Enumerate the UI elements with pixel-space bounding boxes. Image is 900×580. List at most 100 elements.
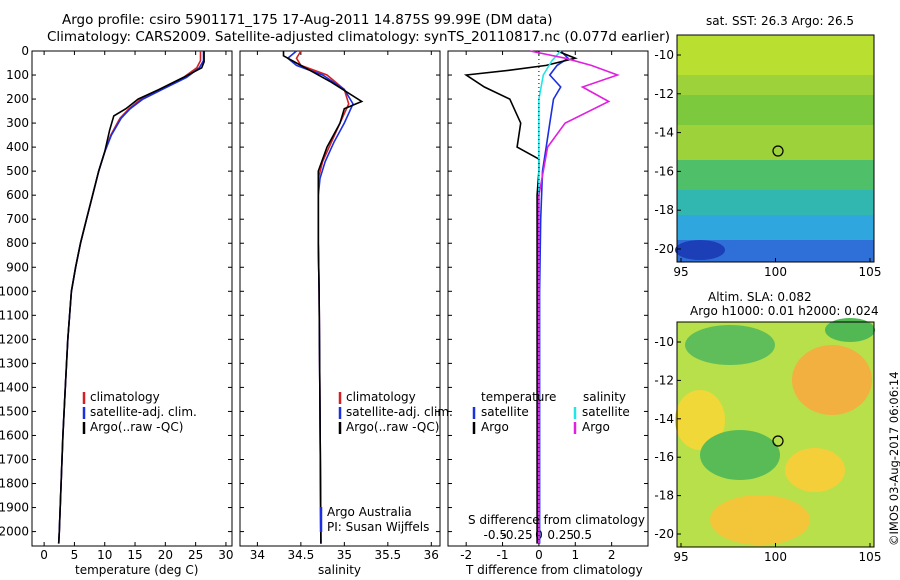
- depth-tick-label: 200: [6, 92, 29, 106]
- sst-map-band-4: [677, 190, 874, 215]
- sla-map-low-1: [685, 325, 775, 365]
- sst-map-ytick-label: -18: [654, 203, 674, 217]
- salinity-xtick-label: 34.5: [288, 548, 315, 562]
- sst-map-cold-patch: [675, 240, 725, 260]
- depth-tick-label: 1100: [0, 308, 29, 322]
- d-legend-t-argo: Argo: [481, 420, 509, 434]
- sla-map-ytick-label: -12: [654, 373, 674, 387]
- depth-tick-label: 300: [6, 116, 29, 130]
- d-legend-t-satellite: satellite: [481, 405, 529, 419]
- temperature-series-argo-raw-qc-: [57, 51, 205, 544]
- difference-series-s-argo: [530, 50, 620, 544]
- salinity-xtick-label: 35.5: [374, 548, 401, 562]
- sst-map-xtick-label: 105: [859, 265, 882, 279]
- depth-tick-label: 1500: [0, 404, 29, 418]
- difference-xtick-label: -1: [497, 548, 509, 562]
- temperature-xlabel: temperature (deg C): [75, 563, 199, 577]
- difference-frame: [447, 50, 649, 547]
- temperature-series-climatology: [57, 51, 202, 544]
- salinity-xtick-label: 36: [424, 548, 439, 562]
- depth-tick-label: 600: [6, 188, 29, 202]
- depth-tick-label: 1300: [0, 356, 29, 370]
- depth-tick-label: 1400: [0, 380, 29, 394]
- sla-map-ytick-label: -20: [654, 527, 674, 541]
- temperature-xtick-label: 0: [40, 548, 48, 562]
- difference-xtick-label: 1: [571, 548, 579, 562]
- difference-xtick-label: 2: [608, 548, 616, 562]
- d-legend-title-salinity: salinity: [583, 390, 627, 404]
- depth-tick-label: 400: [6, 140, 29, 154]
- depth-tick-label: 1900: [0, 501, 29, 515]
- sla-map-high-2: [710, 495, 810, 545]
- sst-map-ytick-label: -20: [654, 242, 674, 256]
- sst-argo-marker: [772, 145, 784, 157]
- sla-map-xtick-label: 105: [859, 550, 882, 564]
- sst-map: [675, 34, 875, 263]
- sla-map-xtick-label: 95: [673, 550, 688, 564]
- depth-tick-label: 100: [6, 68, 29, 82]
- depth-tick-label: 1200: [0, 332, 29, 346]
- salinity-series-argo-raw-qc-: [282, 51, 364, 544]
- depth-tick-label: 0: [21, 44, 29, 58]
- sla-map-ytick-label: -10: [654, 335, 674, 349]
- temperature-xtick-label: 20: [158, 548, 173, 562]
- sla-map-low-3: [825, 318, 875, 342]
- depth-tick-label: 1000: [0, 284, 29, 298]
- d-legend-s-argo: Argo: [582, 420, 610, 434]
- sla-map-high-1: [792, 345, 872, 415]
- depth-tick-label: 1700: [0, 452, 29, 466]
- sla-map-high-3: [675, 390, 725, 450]
- depth-tick-label: 500: [6, 164, 29, 178]
- temperature-frame: [31, 50, 233, 547]
- sla-map-title: Altim. SLA: 0.082: [708, 290, 812, 304]
- d-legend-title-temperature: temperature: [481, 390, 557, 404]
- sdiff-tick-label: -0.5: [484, 528, 507, 542]
- pi-label: PI: Susan Wijffels: [327, 520, 430, 534]
- sst-map-xtick-label: 100: [764, 265, 787, 279]
- t-legend-satellite: satellite-adj. clim.: [90, 405, 197, 419]
- sst-map-xtick-label: 95: [673, 265, 688, 279]
- sla-map-ytick-label: -18: [654, 489, 674, 503]
- argo-australia-label: Argo Australia: [327, 505, 412, 519]
- header-line-1: Argo profile: csiro 5901171_175 17-Aug-2…: [62, 12, 553, 28]
- s-legend-satellite: satellite-adj. clim.: [346, 405, 453, 419]
- t-legend-argo: Argo(..raw -QC): [90, 420, 184, 434]
- temperature-xtick-label: 15: [127, 548, 142, 562]
- difference-xtick-label: 0: [535, 548, 543, 562]
- difference-series-t-satellite: [538, 50, 570, 544]
- sla-map-low-2: [700, 430, 780, 480]
- sst-map-band-3: [677, 160, 874, 190]
- difference-xtick-label: -2: [460, 548, 472, 562]
- sst-map-ytick-label: -14: [654, 126, 674, 140]
- sla-argo-marker: [772, 435, 784, 447]
- sst-map-ytick-label: -12: [654, 87, 674, 101]
- depth-tick-label: 2000: [0, 525, 29, 539]
- sst-map-mid-band: [677, 95, 874, 125]
- sdiff-tick-label: -0.25: [502, 528, 533, 542]
- sla-map-xtick-label: 100: [764, 550, 787, 564]
- temperature-xtick-label: 30: [218, 548, 233, 562]
- sla-map: [675, 318, 875, 548]
- salinity-xtick-label: 34: [250, 548, 265, 562]
- sla-map-ytick-label: -16: [654, 450, 674, 464]
- s-legend-climatology: climatology: [346, 390, 416, 404]
- depth-tick-label: 1600: [0, 428, 29, 442]
- sla-map-ytick-label: -14: [654, 412, 674, 426]
- sla-map-high-4: [785, 448, 845, 492]
- sst-map-warm-band: [677, 35, 874, 75]
- s-diff-axis-label: S difference from climatology: [468, 513, 645, 527]
- s-legend-argo: Argo(..raw -QC): [346, 420, 440, 434]
- temperature-series-satellite-adj-clim-: [57, 51, 205, 544]
- t-legend-climatology: climatology: [90, 390, 160, 404]
- depth-tick-label: 700: [6, 212, 29, 226]
- depth-tick-label: 800: [6, 236, 29, 250]
- sst-map-ytick-label: -16: [654, 164, 674, 178]
- sst-map-title: sat. SST: 26.3 Argo: 26.5: [706, 14, 855, 28]
- difference-series-t-argo: [463, 50, 578, 544]
- sla-map-subtitle: Argo h1000: 0.01 h2000: 0.024: [690, 304, 879, 318]
- header-line-2: Climatology: CARS2009. Satellite-adjuste…: [47, 29, 670, 45]
- sdiff-tick-label: 0.25: [547, 528, 574, 542]
- salinity-xtick-label: 35: [337, 548, 352, 562]
- depth-tick-label: 900: [6, 260, 29, 274]
